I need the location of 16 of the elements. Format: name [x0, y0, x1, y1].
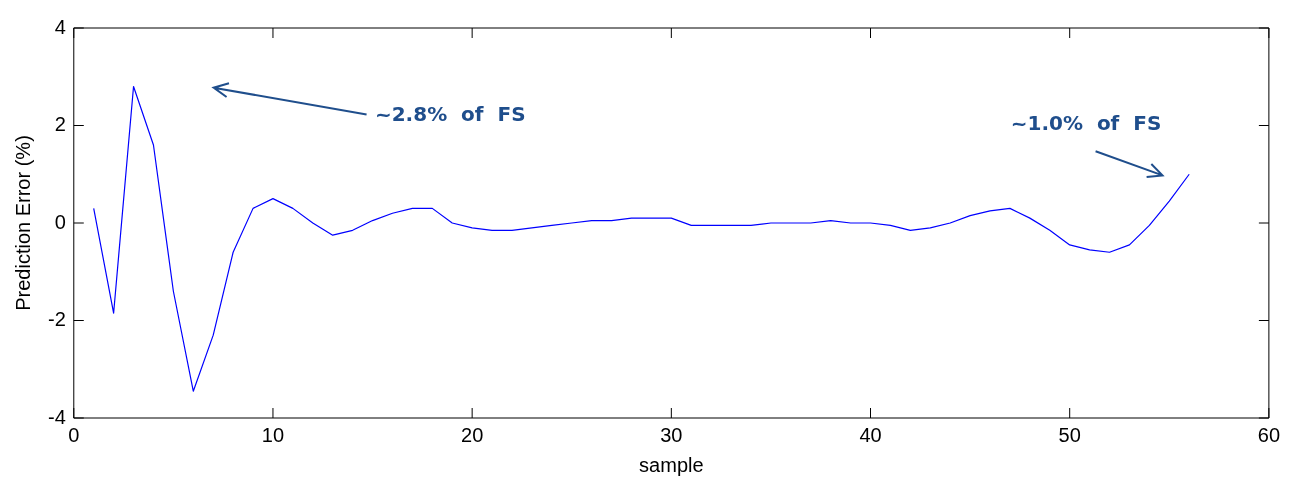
x-tick-label: 60 [1257, 423, 1280, 446]
x-tick-label: 30 [660, 423, 683, 446]
y-tick-label: -2 [47, 308, 66, 331]
y-tick-label: 0 [54, 210, 66, 233]
annotation: ~1.0% of FS [1010, 110, 1162, 135]
annotation: ~2.8% of FS [374, 101, 526, 126]
x-tick-label: 10 [261, 423, 285, 446]
y-tick-label: 2 [54, 113, 66, 136]
y-tick-label: 4 [54, 15, 66, 38]
x-tick-label: 50 [1058, 423, 1081, 446]
y-axis-title: Prediction Error (%) [11, 135, 34, 311]
y-tick-label: -4 [47, 405, 66, 428]
x-tick-label: 0 [68, 423, 80, 446]
x-tick-label: 20 [461, 423, 484, 446]
x-axis-title: sample [639, 453, 704, 476]
x-tick-label: 40 [859, 423, 882, 446]
